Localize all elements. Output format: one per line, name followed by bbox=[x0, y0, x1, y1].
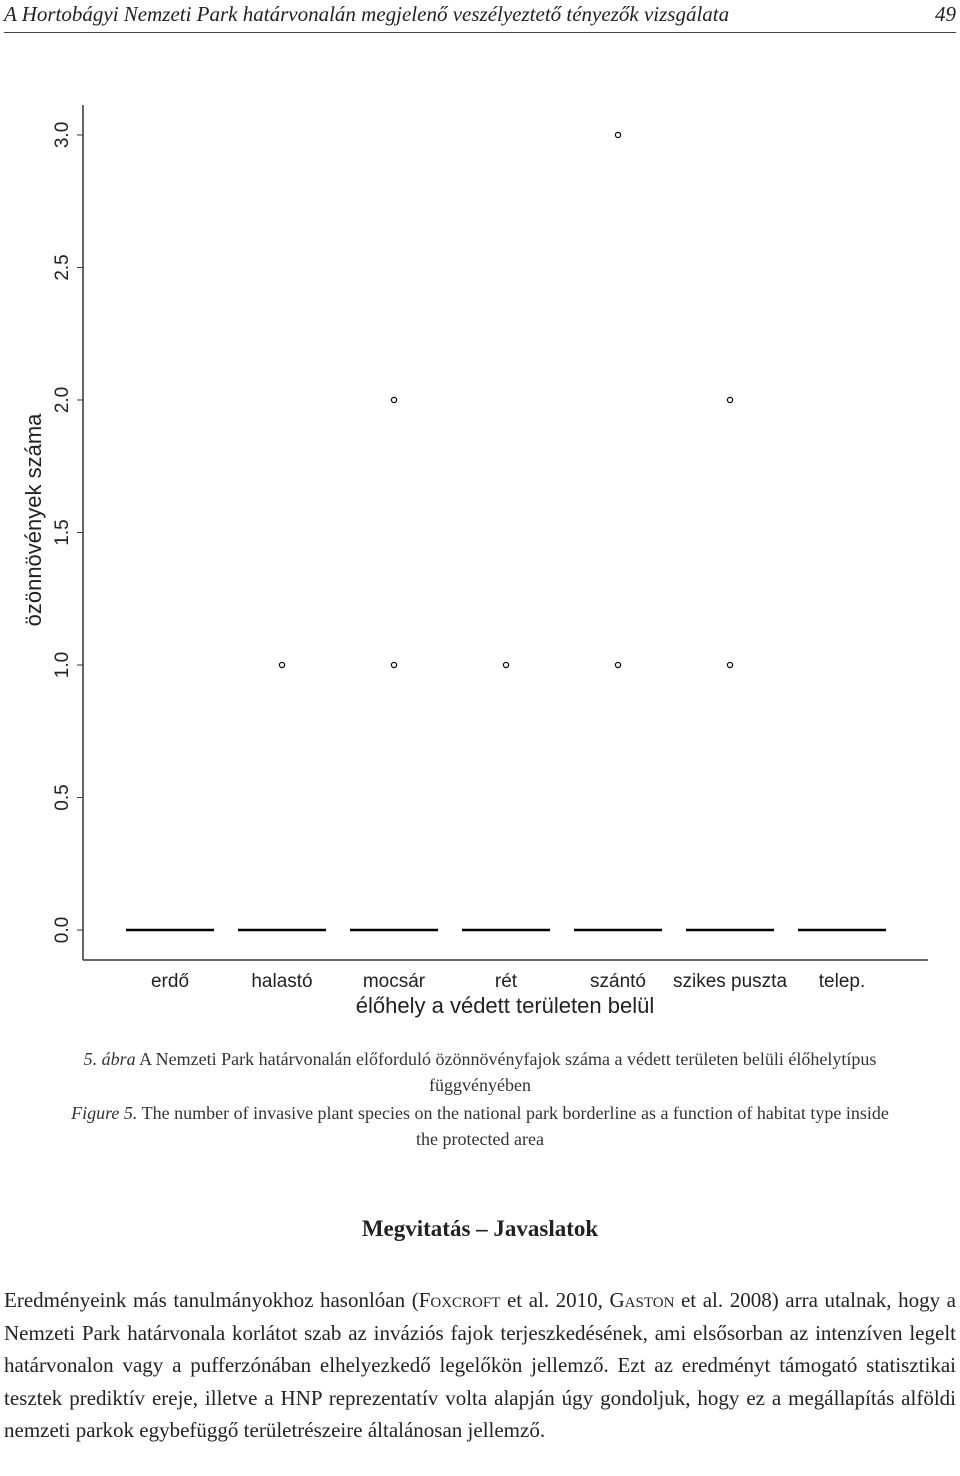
x-tick-label: rét bbox=[495, 971, 518, 992]
text: et al. 2008) arra utalnak, hogy a Nemzet… bbox=[4, 1288, 956, 1442]
running-header: A Hortobágyi Nemzeti Park határvonalán m… bbox=[4, 2, 956, 33]
outlier bbox=[502, 661, 510, 669]
outlier bbox=[390, 396, 398, 404]
y-tick-label: 3.0 bbox=[52, 122, 73, 148]
header-title: A Hortobágyi Nemzeti Park határvonalán m… bbox=[4, 2, 730, 26]
author: Gaston bbox=[609, 1288, 675, 1312]
y-axis-title: özönnövények száma bbox=[21, 413, 46, 627]
outlier bbox=[726, 396, 734, 404]
y-tick-label: 2.5 bbox=[52, 254, 73, 280]
x-tick-label: halastó bbox=[251, 971, 312, 992]
y-tick-label: 0.5 bbox=[52, 784, 73, 810]
chart: 0.0 0.5 1.0 1.5 2.0 2.5 3.0 özönnövények száma é… bbox=[21, 105, 928, 1018]
page-number: 49 bbox=[935, 2, 956, 26]
caption-label: Figure 5. bbox=[71, 1103, 138, 1123]
y-tick-label: 1.0 bbox=[52, 652, 73, 678]
outlier bbox=[726, 661, 734, 669]
outlier bbox=[278, 661, 286, 669]
caption-text: The number of invasive plant species on … bbox=[141, 1103, 889, 1149]
x-axis-title: élőhely a védett területen belül bbox=[356, 993, 654, 1018]
caption-hu: 5. ábra A Nemzeti Park határvonalán előf… bbox=[60, 1046, 900, 1098]
caption-label: 5. ábra bbox=[83, 1049, 136, 1069]
y-tick-label: 1.5 bbox=[52, 519, 73, 545]
x-tick-label: mocsár bbox=[363, 971, 426, 992]
outlier bbox=[614, 661, 622, 669]
text: et al. 2010, bbox=[500, 1288, 610, 1312]
y-tick-label: 0.0 bbox=[52, 917, 73, 943]
author: Foxcroft bbox=[418, 1288, 501, 1312]
y-tick-label: 2.0 bbox=[52, 387, 73, 413]
x-tick-label: szántó bbox=[590, 971, 646, 992]
x-tick-label: telep. bbox=[819, 971, 865, 992]
text: Eredményeink más tanulmányokhoz hasonlóa… bbox=[4, 1288, 419, 1312]
outlier bbox=[390, 661, 398, 669]
paragraph: Eredményeink más tanulmányokhoz hasonlóa… bbox=[4, 1284, 956, 1447]
outlier bbox=[614, 131, 622, 139]
x-tick-label: erdő bbox=[151, 971, 189, 992]
caption-text: A Nemzeti Park határvonalán előforduló ö… bbox=[139, 1049, 877, 1095]
section-heading: Megvitatás – Javaslatok bbox=[361, 1216, 599, 1241]
caption-en: Figure 5. The number of invasive plant s… bbox=[60, 1100, 900, 1152]
x-tick-label: szikes puszta bbox=[673, 971, 787, 992]
